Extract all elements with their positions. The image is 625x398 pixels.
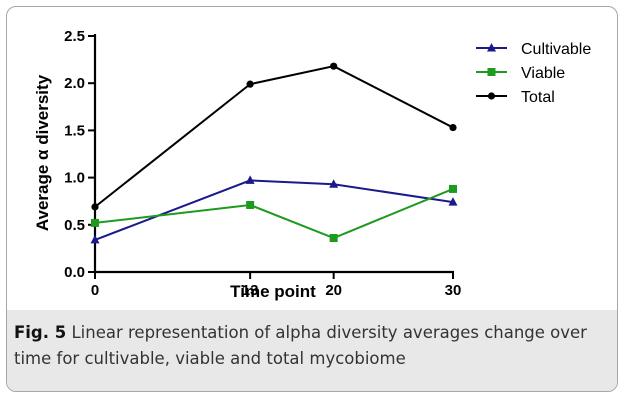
legend-marker xyxy=(487,68,496,76)
legend-item-cultivable: Cultivable xyxy=(476,41,591,58)
legend-item-total: Total xyxy=(476,89,555,106)
x-axis-title: Time point xyxy=(230,282,316,301)
series-line-viable xyxy=(94,188,454,240)
x-tick-label: 13 xyxy=(242,282,259,299)
data-point-cultivable xyxy=(245,175,255,184)
data-point-cultivable xyxy=(329,179,339,188)
legend-marker xyxy=(487,92,496,100)
data-point-total xyxy=(246,80,254,88)
caption-background xyxy=(7,310,617,391)
series-viable xyxy=(91,184,457,243)
data-point-viable xyxy=(329,234,338,243)
x-tick-label: 20 xyxy=(325,282,342,299)
series-total xyxy=(91,62,457,211)
legend-label: Cultivable xyxy=(521,41,591,58)
line-chart: 0.0 0.5 1.0 1.5 2.0 2.5 0 13 20 30 Cultivable Viab… xyxy=(33,28,591,301)
chart-axes: 0.0 0.5 1.0 1.5 2.0 2.5 0 13 20 30 xyxy=(64,28,461,299)
data-point-total xyxy=(449,123,457,132)
series-line-total xyxy=(94,65,454,208)
data-point-total xyxy=(330,62,338,70)
y-tick-label: 1.5 xyxy=(64,122,85,139)
legend-label: Viable xyxy=(521,65,565,82)
legend-marker xyxy=(487,43,496,52)
y-axis-title: Average α diversity xyxy=(33,74,52,231)
series-layer xyxy=(90,62,458,244)
data-point-viable xyxy=(246,200,255,209)
y-tick-label: 0.0 xyxy=(64,264,85,281)
caption-text: Linear representation of alpha diversity… xyxy=(14,323,587,368)
data-point-cultivable xyxy=(90,234,100,244)
data-point-total xyxy=(91,203,99,211)
y-tick-label: 2.5 xyxy=(64,28,85,45)
series-line-cultivable xyxy=(94,179,454,241)
data-point-viable xyxy=(449,184,457,193)
legend-item-viable: Viable xyxy=(476,65,565,82)
x-tick-label: 0 xyxy=(91,282,99,299)
caption-label: Fig. 5 xyxy=(14,323,67,342)
y-tick-label: 0.5 xyxy=(64,217,85,234)
x-tick-label: 30 xyxy=(445,282,462,299)
figure-caption: Fig. 5 Linear representation of alpha di… xyxy=(14,320,609,372)
data-point-viable xyxy=(91,218,99,227)
series-cultivable xyxy=(90,175,458,244)
y-tick-label: 1.0 xyxy=(64,170,85,187)
legend-label: Total xyxy=(521,89,555,106)
y-tick-label: 2.0 xyxy=(64,75,85,92)
chart-legend: Cultivable Viable Total xyxy=(476,41,591,106)
data-point-cultivable xyxy=(448,197,458,206)
